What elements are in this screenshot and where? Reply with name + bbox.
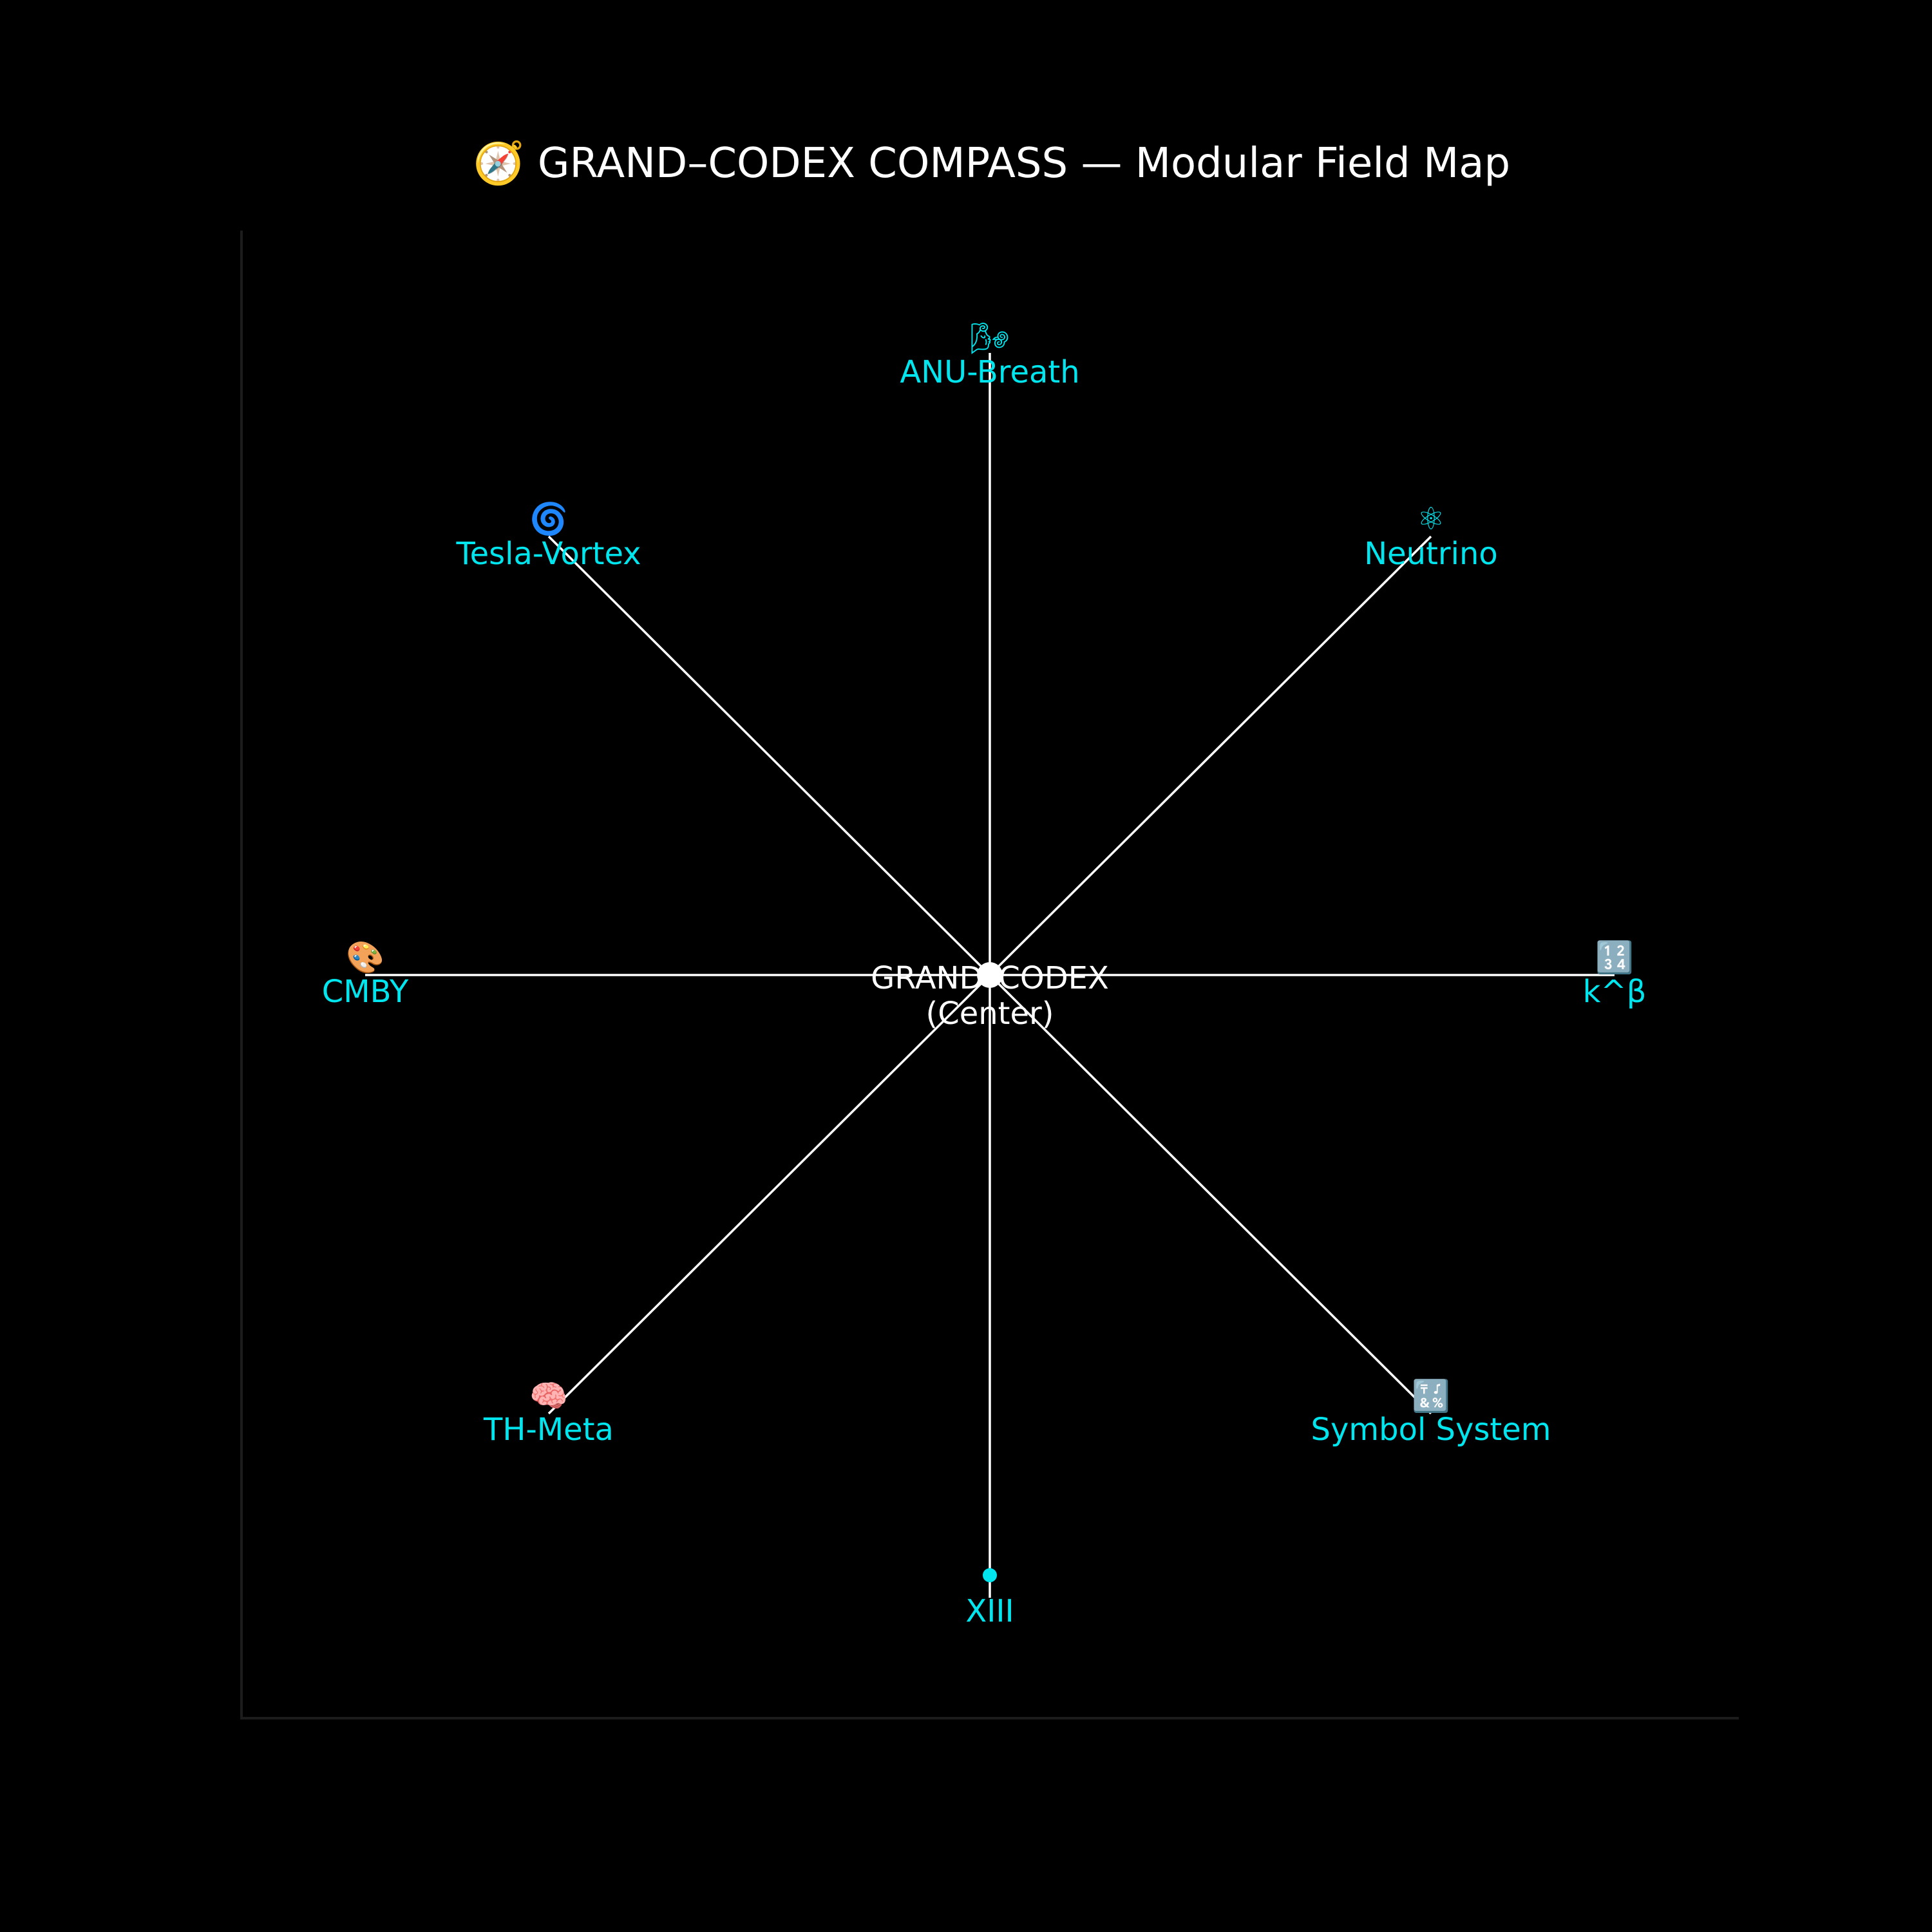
- node-label-cmby: CMBY: [322, 974, 409, 1010]
- node-label-xiii: XIII: [965, 1593, 1014, 1629]
- center-hub: [977, 962, 1003, 988]
- spoke-symbol-system: [989, 974, 1432, 1415]
- center-label-line1: GRAND–CODEX: [871, 960, 1109, 996]
- center-label-line2: (Center): [925, 996, 1054, 1032]
- symbol-system-icon: 🔣: [1412, 1378, 1450, 1414]
- frame-axes: [240, 231, 1739, 1719]
- neutrino-icon: ⚛: [1417, 501, 1444, 537]
- spoke-th-meta: [547, 974, 991, 1415]
- spokes-group: [365, 353, 1615, 1598]
- diagram-title: 🧭 GRAND–CODEX COMPASS — Modular Field Ma…: [473, 140, 1510, 187]
- nodes-group: 🌬ANU-Breath ⚛Neutrino 🔢k^β 🔣Symbol System XI…: [322, 321, 1647, 1629]
- node-label-th-meta: TH-Meta: [483, 1412, 614, 1448]
- cmby-icon: 🎨: [346, 939, 384, 976]
- end-marker-xiii: [983, 1568, 997, 1582]
- anu-breath-icon: 🌬: [971, 321, 1010, 357]
- spoke-neutrino: [989, 535, 1432, 976]
- node-label-neutrino: Neutrino: [1364, 536, 1498, 572]
- th-meta-icon: 🧠: [529, 1378, 568, 1414]
- node-label-k-beta: k^β: [1583, 974, 1647, 1010]
- spoke-tesla-vortex: [547, 535, 991, 976]
- node-label-tesla-vortex: Tesla-Vortex: [455, 536, 641, 572]
- node-label-symbol-system: Symbol System: [1311, 1412, 1551, 1448]
- k-beta-icon: 🔢: [1595, 940, 1634, 976]
- node-label-anu-breath: ANU-Breath: [900, 354, 1079, 390]
- tesla-vortex-icon: 🌀: [529, 500, 568, 537]
